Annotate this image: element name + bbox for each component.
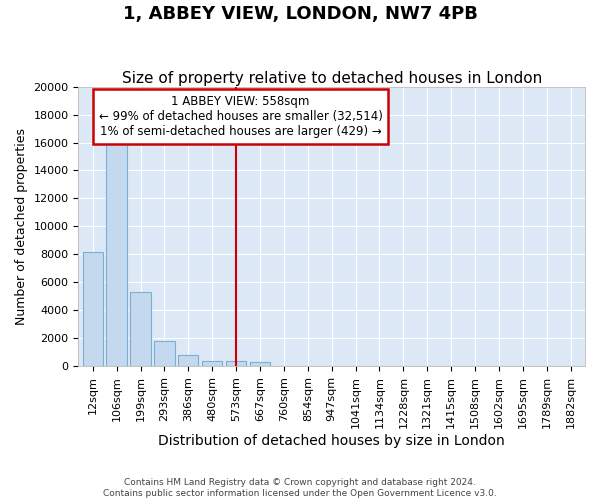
- Bar: [130, 292, 151, 366]
- Bar: [226, 361, 246, 366]
- X-axis label: Distribution of detached houses by size in London: Distribution of detached houses by size …: [158, 434, 505, 448]
- Title: Size of property relative to detached houses in London: Size of property relative to detached ho…: [122, 70, 542, 86]
- Bar: [178, 355, 199, 366]
- Bar: [83, 252, 103, 366]
- Y-axis label: Number of detached properties: Number of detached properties: [15, 128, 28, 325]
- Text: 1 ABBEY VIEW: 558sqm
← 99% of detached houses are smaller (32,514)
1% of semi-de: 1 ABBEY VIEW: 558sqm ← 99% of detached h…: [98, 95, 382, 138]
- Text: Contains HM Land Registry data © Crown copyright and database right 2024.
Contai: Contains HM Land Registry data © Crown c…: [103, 478, 497, 498]
- Bar: [202, 361, 223, 366]
- Bar: [106, 136, 127, 366]
- Bar: [154, 341, 175, 366]
- Text: 1, ABBEY VIEW, LONDON, NW7 4PB: 1, ABBEY VIEW, LONDON, NW7 4PB: [122, 5, 478, 23]
- Bar: [250, 362, 270, 366]
